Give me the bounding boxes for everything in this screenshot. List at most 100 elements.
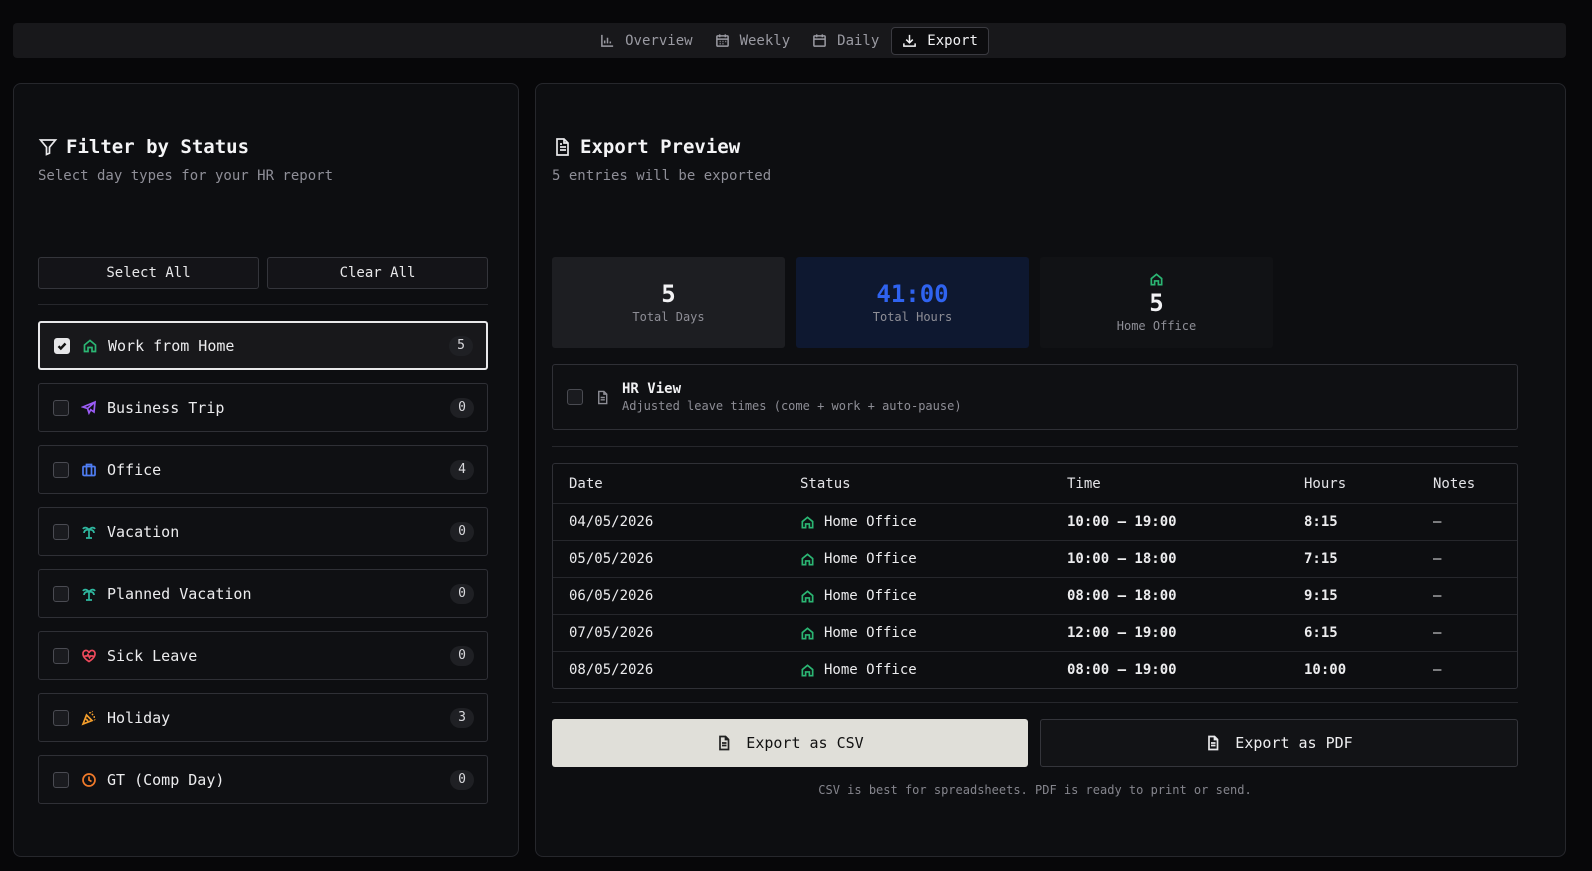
table-row: 06/05/2026 Home Office 08:00 – 18:00 9:1… — [553, 577, 1517, 614]
filter-item-sick-leave[interactable]: Sick Leave 0 — [38, 631, 488, 680]
checkbox[interactable] — [53, 461, 69, 478]
export-csv-label: Export as CSV — [746, 734, 864, 752]
cell-hours: 8:15 — [1304, 514, 1338, 530]
cell-hours: 9:15 — [1304, 588, 1338, 604]
export-preview-panel: Export Preview 5 entries will be exporte… — [535, 83, 1566, 857]
plane-icon — [81, 400, 97, 416]
table-row: 04/05/2026 Home Office 10:00 – 19:00 8:1… — [553, 503, 1517, 540]
cell-date: 04/05/2026 — [569, 514, 654, 530]
tab-daily[interactable]: Daily — [802, 27, 889, 55]
filter-item-label: Office — [107, 460, 162, 479]
header-hours: Hours — [1304, 475, 1347, 492]
hr-view-title: HR View — [622, 381, 682, 397]
home-icon — [801, 589, 814, 602]
table-row: 07/05/2026 Home Office 12:00 – 19:00 6:1… — [553, 614, 1517, 651]
status-label: Home Office — [824, 551, 917, 567]
hr-view-desc: Adjusted leave times (come + work + auto… — [622, 399, 962, 413]
count-badge: 0 — [450, 397, 474, 418]
header-date: Date — [569, 475, 603, 492]
cell-status: Home Office — [784, 625, 1051, 641]
filter-item-label: GT (Comp Day) — [107, 770, 225, 789]
party-popper-icon — [81, 710, 97, 726]
hr-view-toggle[interactable]: HR View Adjusted leave times (come + wor… — [552, 364, 1518, 430]
checkbox[interactable] — [53, 709, 69, 726]
filter-item-label: Sick Leave — [107, 646, 198, 665]
export-pdf-button[interactable]: Export as PDF — [1040, 719, 1518, 767]
cell-time: 10:00 – 19:00 — [1067, 514, 1177, 530]
filter-item-work-from-home[interactable]: Work from Home 5 — [38, 321, 488, 370]
bar-chart-icon — [601, 34, 614, 47]
cell-status: Home Office — [784, 662, 1051, 678]
filter-item-business-trip[interactable]: Business Trip 0 — [38, 383, 488, 432]
cell-hours: 6:15 — [1304, 625, 1338, 641]
stat-value: 41:00 — [876, 279, 949, 308]
export-pdf-label: Export as PDF — [1235, 734, 1353, 752]
check-icon — [57, 342, 67, 350]
select-all-button[interactable]: Select All — [38, 257, 259, 289]
cell-hours: 7:15 — [1304, 551, 1338, 567]
home-icon — [801, 515, 814, 528]
checkbox[interactable] — [53, 647, 69, 664]
table-row: 08/05/2026 Home Office 08:00 – 19:00 10:… — [553, 651, 1517, 688]
clear-all-button[interactable]: Clear All — [267, 257, 488, 289]
download-icon — [903, 34, 917, 47]
stat-label: Total Hours — [872, 310, 953, 325]
cell-date: 06/05/2026 — [569, 588, 654, 604]
cell-time: 10:00 – 18:00 — [1067, 551, 1177, 567]
checkbox[interactable] — [53, 771, 69, 788]
cell-notes: – — [1433, 551, 1442, 567]
filter-item-vacation[interactable]: Vacation 0 — [38, 507, 488, 556]
top-nav: Overview Weekly Daily Export — [13, 23, 1566, 58]
header-time: Time — [1067, 475, 1101, 492]
preview-title-text: Export Preview — [580, 136, 741, 158]
tab-weekly[interactable]: Weekly — [705, 27, 801, 55]
checkbox[interactable] — [54, 337, 70, 354]
header-notes: Notes — [1433, 475, 1476, 492]
divider — [38, 304, 488, 305]
filter-title-text: Filter by Status — [66, 136, 250, 158]
filter-item-label: Vacation — [107, 522, 180, 541]
cell-hours: 10:00 — [1304, 662, 1347, 678]
cell-time: 12:00 – 19:00 — [1067, 625, 1177, 641]
table-header: Date Status Time Hours Notes — [553, 464, 1517, 503]
count-badge: 5 — [449, 335, 473, 356]
stat-value: 5 — [1149, 288, 1164, 317]
count-badge: 3 — [450, 707, 474, 728]
filter-icon — [38, 139, 58, 156]
hr-view-checkbox[interactable] — [567, 389, 583, 405]
stat-value: 5 — [661, 279, 676, 308]
status-label: Home Office — [824, 588, 917, 604]
checkbox[interactable] — [53, 399, 69, 416]
file-text-icon — [556, 138, 569, 156]
export-csv-button[interactable]: Export as CSV — [552, 719, 1028, 767]
cell-status: Home Office — [784, 514, 1051, 530]
table-row: 05/05/2026 Home Office 10:00 – 18:00 7:1… — [553, 540, 1517, 577]
count-badge: 0 — [450, 521, 474, 542]
tab-export[interactable]: Export — [891, 26, 989, 55]
export-footnote: CSV is best for spreadsheets. PDF is rea… — [818, 783, 1252, 797]
palm-tree-icon — [81, 524, 97, 540]
cell-notes: – — [1433, 625, 1442, 641]
filter-item-holiday[interactable]: Holiday 3 — [38, 693, 488, 742]
cell-time: 08:00 – 18:00 — [1067, 588, 1177, 604]
filter-item-office[interactable]: Office 4 — [38, 445, 488, 494]
file-text-icon — [1208, 735, 1219, 751]
cell-time: 08:00 – 19:00 — [1067, 662, 1177, 678]
hr-view-text: HR View Adjusted leave times (come + wor… — [622, 381, 962, 413]
stat-total-hours: 41:00 Total Hours — [796, 257, 1029, 348]
checkbox[interactable] — [53, 523, 69, 540]
filter-item-label: Work from Home — [108, 336, 235, 355]
stat-label: Total Days — [632, 310, 705, 325]
filter-item-gt-comp-day[interactable]: GT (Comp Day) 0 — [38, 755, 488, 804]
tab-overview[interactable]: Overview — [590, 27, 702, 55]
cell-notes: – — [1433, 514, 1442, 530]
status-label: Home Office — [824, 625, 917, 641]
filter-subtitle: Select day types for your HR report — [38, 168, 334, 184]
file-text-icon — [598, 390, 608, 404]
stat-home-office: 5 Home Office — [1040, 257, 1273, 348]
filter-title: Filter by Status — [38, 136, 249, 158]
cell-date: 08/05/2026 — [569, 662, 654, 678]
checkbox[interactable] — [53, 585, 69, 602]
palm-tree-icon — [81, 586, 97, 602]
filter-item-planned-vacation[interactable]: Planned Vacation 0 — [38, 569, 488, 618]
